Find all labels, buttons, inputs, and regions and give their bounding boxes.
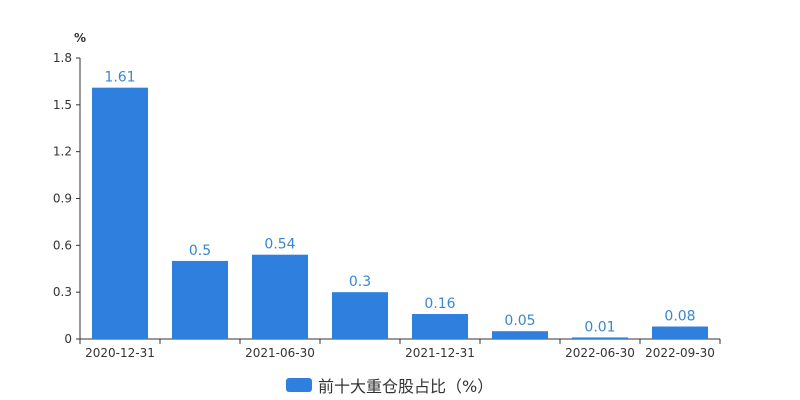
bar[interactable] — [172, 260, 228, 339]
axes: 0 0.3 0.6 0.9 1.2 1.5 1.8 2020-12-31 2021-06-30 2… — [53, 51, 721, 360]
y-tick-label: 1.8 — [53, 51, 72, 65]
y-tick-label: 0.6 — [53, 238, 72, 252]
data-label: 0.08 — [664, 309, 695, 325]
data-label: 0.3 — [349, 274, 371, 290]
x-tick-label: 2021-06-30 — [245, 346, 315, 360]
legend-label: 前十大重仓股占比（%） — [318, 377, 494, 396]
data-label: 0.5 — [189, 243, 211, 259]
bar[interactable] — [412, 314, 468, 339]
legend-swatch — [286, 378, 312, 392]
legend[interactable]: 前十大重仓股占比（%） — [286, 374, 493, 396]
y-tick-label: 1.2 — [53, 145, 72, 159]
x-tick-label: 2022-09-30 — [645, 346, 715, 360]
bar[interactable] — [332, 292, 388, 339]
data-label: 1.61 — [104, 70, 135, 86]
y-tick-label: 1.5 — [53, 98, 72, 112]
x-tick-label: 2022-06-30 — [565, 346, 635, 360]
bar[interactable] — [252, 254, 308, 339]
data-label: 0.54 — [264, 237, 295, 253]
y-tick-label: 0 — [64, 332, 72, 346]
bars — [92, 87, 708, 340]
bar[interactable] — [572, 337, 628, 339]
y-tick-label: 0.9 — [53, 192, 72, 206]
bar[interactable] — [492, 331, 548, 339]
bar[interactable] — [92, 87, 148, 340]
data-labels: 1.61 0.5 0.54 0.3 0.16 0.05 0.01 0.08 — [104, 70, 695, 336]
x-tick-label: 2021-12-31 — [405, 346, 475, 360]
data-label: 0.05 — [504, 313, 535, 329]
data-label: 0.16 — [424, 296, 455, 312]
data-label: 0.01 — [584, 319, 615, 335]
x-tick-label: 2020-12-31 — [85, 346, 155, 360]
bar[interactable] — [652, 326, 708, 339]
y-unit-label: % — [74, 31, 86, 45]
y-tick-label: 0.3 — [53, 285, 72, 299]
